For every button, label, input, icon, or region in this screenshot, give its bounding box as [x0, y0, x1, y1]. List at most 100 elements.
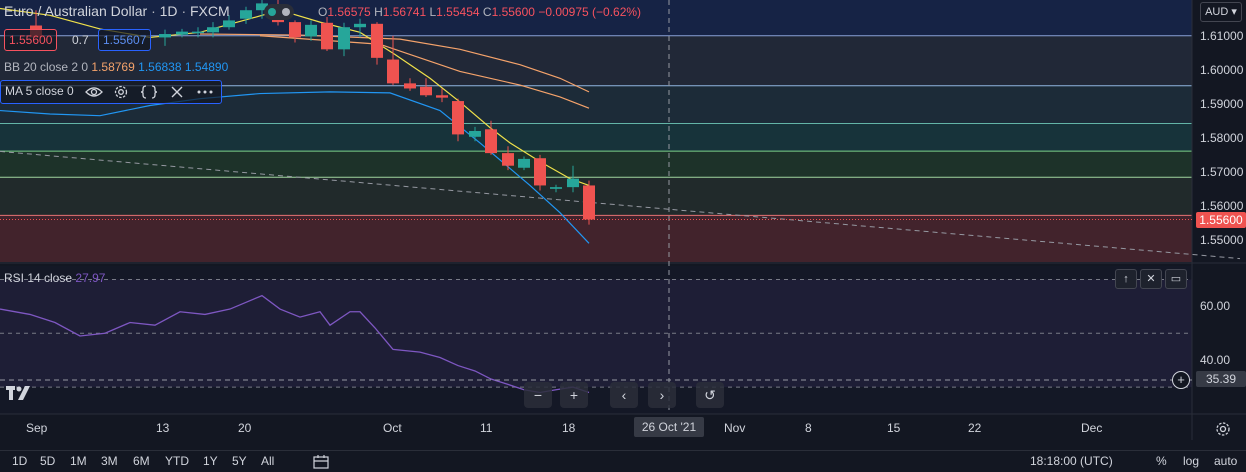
- rsi-label: RSI 14 close: [4, 271, 73, 285]
- pane-maximize-icon[interactable]: ▭: [1165, 269, 1187, 289]
- eye-icon[interactable]: [85, 84, 103, 100]
- candle-body: [207, 27, 219, 33]
- scroll-left-button[interactable]: ‹: [610, 382, 638, 408]
- change-value: −0.00975 (−0.62%): [538, 5, 642, 19]
- candle-body: [518, 158, 530, 168]
- rsi-indicator-legend[interactable]: RSI 14 close 27.97: [4, 268, 105, 288]
- range-button-1y[interactable]: 1Y: [203, 454, 218, 468]
- candle-body: [305, 24, 317, 37]
- candle-body: [452, 101, 464, 135]
- market-open-icon: [264, 4, 294, 20]
- time-tick-label: Sep: [26, 421, 48, 435]
- rsi-value: 27.97: [75, 271, 106, 285]
- chevron-down-icon: ▾: [1228, 6, 1237, 18]
- candle-body: [256, 3, 268, 11]
- close-value: 1.55600: [491, 5, 535, 19]
- candle: [420, 78, 432, 97]
- date-range-calendar-icon[interactable]: [312, 454, 330, 470]
- utc-clock[interactable]: 18:18:00 (UTC): [1030, 454, 1113, 468]
- remove-close-icon[interactable]: [169, 84, 185, 100]
- sell-button[interactable]: 1.55600: [4, 29, 58, 51]
- symbol-title[interactable]: Euro / Australian Dollar · 1D · FXCM: [4, 3, 230, 19]
- zoom-out-button[interactable]: −: [524, 382, 552, 408]
- candle: [518, 156, 530, 171]
- exchange-label: FXCM: [190, 3, 230, 19]
- ma-indicator-legend[interactable]: MA 5 close 0: [0, 80, 222, 104]
- candle-body: [192, 31, 204, 34]
- source-code-icon[interactable]: [141, 84, 157, 100]
- time-tick-label: 18: [562, 421, 576, 435]
- range-button-all[interactable]: All: [261, 454, 275, 468]
- axis-settings-gear-icon[interactable]: [1214, 420, 1232, 438]
- candle: [550, 184, 562, 193]
- candle-body: [485, 129, 497, 154]
- currency-select[interactable]: AUD ▾: [1200, 2, 1242, 22]
- rsi-crosshair-tag: 35.39: [1196, 371, 1246, 387]
- time-tick-label: 13: [156, 421, 170, 435]
- candle: [371, 22, 383, 65]
- bottom-toolbar: [0, 450, 1246, 472]
- time-tick-label: 11: [480, 421, 493, 435]
- bb-basis-line: [259, 35, 590, 109]
- range-button-3m[interactable]: 3M: [101, 454, 118, 468]
- candle: [404, 78, 416, 91]
- range-button-5d[interactable]: 5D: [40, 454, 56, 468]
- rsi-tick-label: 60.00: [1200, 299, 1231, 314]
- candle: [176, 28, 188, 38]
- add-plus-circle-icon[interactable]: +: [1172, 371, 1190, 389]
- candle-body: [159, 34, 171, 38]
- close-label: C: [482, 5, 492, 19]
- more-dots-icon[interactable]: [195, 84, 215, 100]
- candle: [502, 146, 514, 171]
- candle: [583, 180, 595, 225]
- fib-band: [0, 215, 1192, 262]
- reset-chart-icon[interactable]: ↺: [696, 382, 724, 408]
- candle: [436, 88, 448, 103]
- buy-button[interactable]: 1.55607: [98, 29, 152, 51]
- bb-indicator-legend[interactable]: BB 20 close 2 0 1.58769 1.56838 1.54890: [4, 57, 228, 77]
- price-tick-label: 1.55000: [1200, 232, 1244, 247]
- price-pane-bg: [0, 0, 1192, 262]
- bb-lower-line: [0, 91, 590, 244]
- range-button-1d[interactable]: 1D: [12, 454, 28, 468]
- percent-toggle[interactable]: %: [1156, 454, 1167, 468]
- zoom-in-button[interactable]: +: [560, 382, 588, 408]
- range-button-1m[interactable]: 1M: [70, 454, 87, 468]
- time-tick-label: 22: [968, 421, 982, 435]
- fib-band: [0, 35, 1192, 86]
- pane-move-up-icon[interactable]: ↑: [1115, 269, 1137, 289]
- ma-label: MA 5 close 0: [5, 84, 74, 98]
- candle-body: [420, 86, 432, 96]
- candle: [321, 17, 333, 52]
- fib-band: [0, 151, 1192, 178]
- candle-body: [354, 23, 366, 28]
- candle: [387, 35, 399, 86]
- fib-band: [0, 0, 1192, 36]
- log-toggle[interactable]: log: [1183, 454, 1200, 468]
- range-button-6m[interactable]: 6M: [133, 454, 150, 468]
- fib-band: [0, 177, 1192, 216]
- candle-body: [583, 185, 595, 220]
- candle: [207, 22, 219, 38]
- scroll-right-button[interactable]: ›: [648, 382, 676, 408]
- high-value: 1.56741: [382, 5, 427, 19]
- auto-toggle[interactable]: auto: [1214, 454, 1238, 468]
- candle-body: [176, 31, 188, 35]
- time-tick-label: Dec: [1081, 421, 1103, 435]
- candle-body: [404, 83, 416, 89]
- fib-band: [0, 123, 1192, 152]
- price-tick-label: 1.60000: [1200, 62, 1244, 77]
- price-tick-label: 1.59000: [1200, 96, 1244, 111]
- settings-gear-icon[interactable]: [113, 84, 129, 100]
- crosshair-date-tag: 26 Oct '21: [634, 417, 704, 437]
- range-button-ytd[interactable]: YTD: [165, 454, 189, 468]
- pane-close-icon[interactable]: ✕: [1140, 269, 1162, 289]
- rsi-pane-bg: [0, 266, 1192, 414]
- bb-upper-value: 1.58769: [91, 60, 135, 74]
- time-tick-label: 15: [887, 421, 901, 435]
- candle-body: [534, 158, 546, 186]
- high-label: H: [374, 5, 383, 19]
- rsi-tick-label: 40.00: [1200, 353, 1231, 368]
- range-button-5y[interactable]: 5Y: [232, 454, 247, 468]
